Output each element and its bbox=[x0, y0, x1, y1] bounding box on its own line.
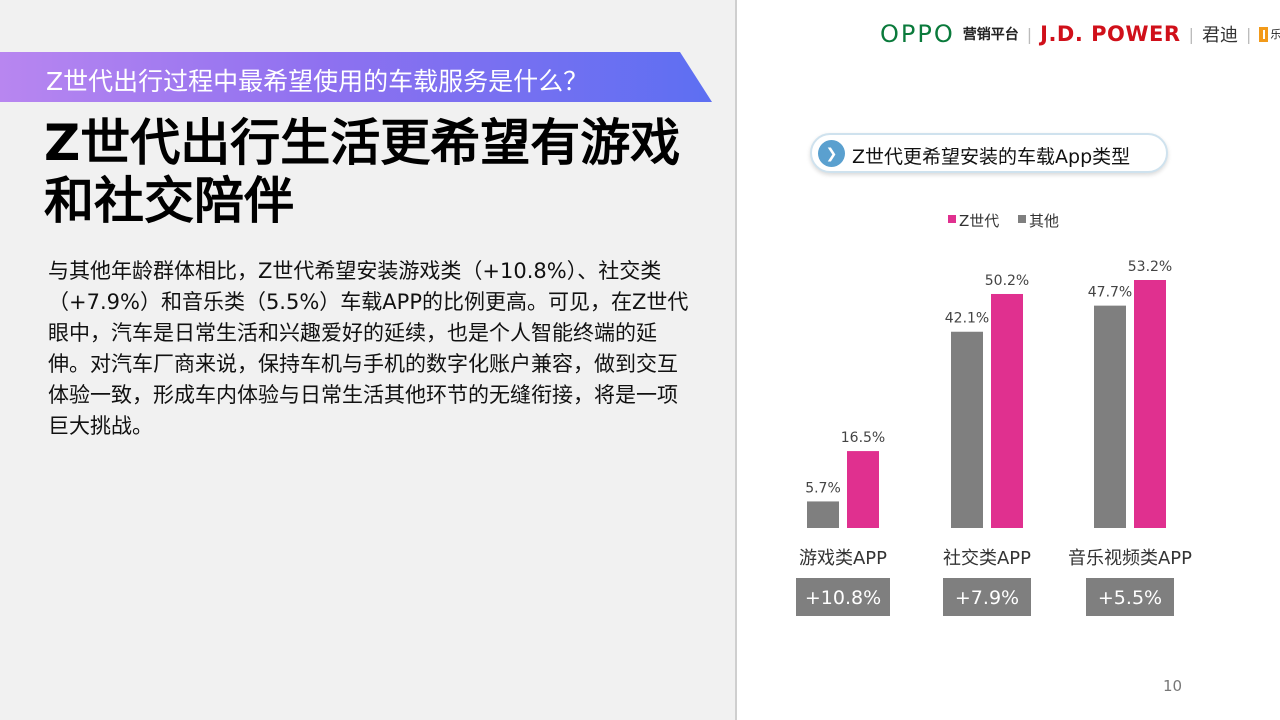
lehua-logo: 乐划 bbox=[1259, 26, 1280, 42]
lehua-mark-icon bbox=[1259, 26, 1269, 42]
difference-box bbox=[796, 578, 890, 616]
lehua-text: 乐划 bbox=[1270, 28, 1280, 41]
data-label: 5.7% bbox=[805, 480, 841, 496]
difference-label: +5.5% bbox=[1098, 587, 1162, 609]
main-title: Z世代出行生活更希望有游戏和社交陪伴 bbox=[44, 114, 681, 230]
category-label: 游戏类APP bbox=[799, 548, 887, 569]
jdpower-logo: J.D. POWER bbox=[1040, 22, 1181, 46]
legend-label: Z世代 bbox=[959, 212, 999, 230]
bar-others bbox=[951, 331, 983, 528]
data-label: 50.2% bbox=[985, 273, 1029, 289]
legend-swatch bbox=[948, 215, 956, 223]
bar-chart: Z世代 其他 5.7% 16.5% 游戏类APP +10.8% 42.1% 50.2% 社交类A… bbox=[796, 212, 1192, 616]
jundi-logo: 君迪 bbox=[1201, 25, 1238, 46]
difference-box bbox=[943, 578, 1031, 616]
question-text: Z世代出行过程中最希望使用的车载服务是什么？ bbox=[46, 67, 589, 96]
data-label: 42.1% bbox=[945, 311, 989, 327]
marketing-platform-label: 营销平台 bbox=[962, 27, 1019, 43]
category-label: 社交类APP bbox=[943, 548, 1031, 569]
difference-box bbox=[1086, 578, 1174, 616]
logo-separator: | bbox=[1245, 24, 1252, 44]
body-text: 与其他年龄群体相比，Z世代希望安装游戏类（+10.8%）、社交类（+7.9%）和… bbox=[48, 259, 689, 438]
category-label: 音乐视频类APP bbox=[1068, 548, 1192, 569]
page-number: 10 bbox=[1163, 677, 1183, 695]
bar-zgen bbox=[847, 451, 879, 528]
legend-label: 其他 bbox=[1029, 212, 1059, 230]
panel-divider bbox=[735, 0, 737, 720]
bar-others bbox=[1094, 305, 1126, 528]
chevron-right-icon: ❯ bbox=[818, 140, 845, 167]
chart-title-pill: ❯ Z世代更希望安装的车载App类型 bbox=[810, 133, 1168, 173]
data-label: 47.7% bbox=[1088, 285, 1132, 301]
oppo-logo: OPPO bbox=[880, 20, 955, 48]
bar-zgen bbox=[991, 293, 1023, 528]
left-panel bbox=[0, 0, 735, 720]
data-label: 16.5% bbox=[841, 430, 885, 446]
question-banner bbox=[0, 52, 712, 102]
legend-swatch bbox=[1018, 215, 1026, 223]
bar-zgen bbox=[1134, 280, 1166, 528]
logo-separator: | bbox=[1188, 24, 1194, 44]
bar-others bbox=[807, 501, 839, 528]
difference-label: +7.9% bbox=[955, 587, 1019, 609]
logo-separator: | bbox=[1026, 24, 1033, 44]
data-label: 53.2% bbox=[1128, 259, 1172, 275]
chart-title: Z世代更希望安装的车载App类型 bbox=[852, 146, 1131, 168]
difference-label: +10.8% bbox=[805, 587, 881, 609]
logo-bar: OPPO 营销平台 | J.D. POWER | 君迪 | 乐划 bbox=[880, 20, 1280, 48]
